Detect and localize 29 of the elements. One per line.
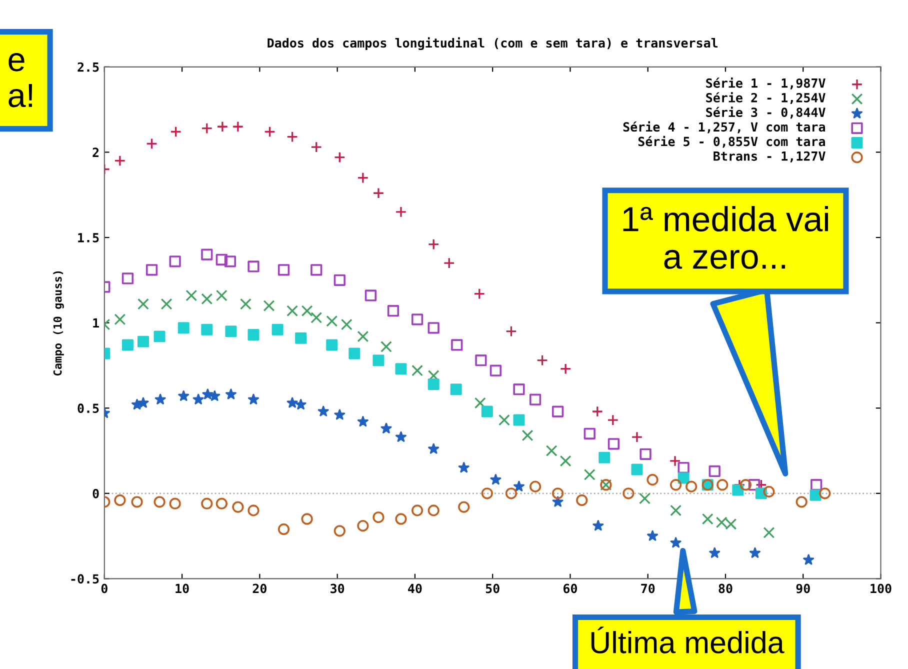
- y-axis-title: Campo (10 gauss): [53, 271, 64, 376]
- x-tick-label: 100: [870, 584, 892, 594]
- x-tick-label: 90: [796, 584, 810, 594]
- x-tick-label: 0: [101, 584, 108, 594]
- legend-label: Série 1 - 1,987V: [706, 77, 826, 90]
- x-tick-label: 60: [563, 584, 577, 594]
- x-tick-label: 30: [330, 584, 344, 594]
- x-tick-label: 10: [176, 584, 189, 594]
- y-tick-label: 2: [92, 148, 99, 157]
- x-tick-label: 40: [408, 584, 422, 594]
- legend-label: Série 3 - 0,844V: [706, 106, 826, 119]
- x-tick-label: 20: [252, 584, 266, 594]
- x-tick-label: 50: [486, 584, 500, 594]
- legend-label: Série 5 - 0,855V com tara: [638, 136, 826, 148]
- y-tick-label: 1.5: [78, 233, 99, 242]
- annotation: 1ª medida vai a zero...: [623, 206, 828, 269]
- text: Última medida: [591, 626, 784, 654]
- legend-label: Btrans - 1,127V: [714, 151, 826, 162]
- legend-label: Série 4 - 1,257, V com tara: [623, 121, 826, 134]
- y-tick-label: 0: [92, 488, 99, 498]
- y-tick-label: 0.5: [78, 404, 99, 414]
- chart-title: Dados dos campos longitudinal (com e sem tara) e transversal: [268, 37, 718, 50]
- y-tick-label: -0.5: [71, 574, 99, 584]
- legend-label: Série 2 - 1,254V: [706, 92, 826, 104]
- y-tick-label: 2.5: [78, 62, 99, 72]
- x-tick-label: 80: [718, 584, 732, 594]
- x-tick-label: 70: [641, 584, 655, 594]
- y-tick-label: 1: [93, 318, 99, 328]
- text: e a!: [8, 53, 32, 108]
